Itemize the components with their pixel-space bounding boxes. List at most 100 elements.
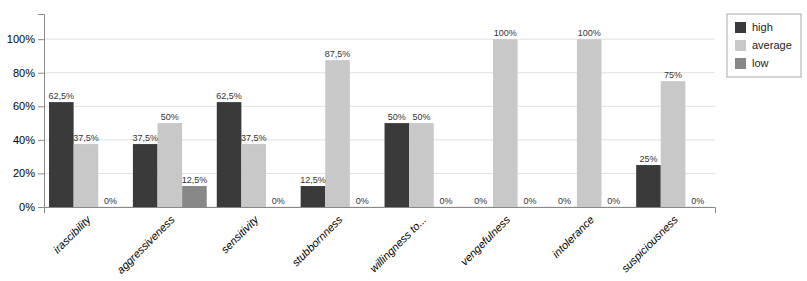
y-tick: 20% <box>13 167 44 179</box>
x-tick-label: stubbornness <box>289 213 345 269</box>
data-label: 0% <box>272 196 285 206</box>
y-tick-mark <box>38 173 44 174</box>
x-tick: vengefulness <box>458 213 513 268</box>
data-label: 0% <box>607 196 620 206</box>
x-tick-label: intolerance <box>550 213 597 260</box>
x-tick: irascibility <box>51 212 94 255</box>
data-label: 37,5% <box>73 133 99 143</box>
y-axis: 0% 20% 40% 60% 80% 100% <box>7 15 45 214</box>
bar <box>468 207 493 208</box>
bar <box>158 123 183 207</box>
data-label: 12,5% <box>182 175 208 185</box>
legend-item: high <box>735 21 773 33</box>
bar <box>518 207 543 208</box>
x-axis: irascibility aggressiveness sensitivity stu… <box>45 208 716 276</box>
y-tick-mark <box>38 207 44 208</box>
bar <box>241 144 266 207</box>
data-label: 50% <box>412 112 430 122</box>
x-tick: sensitivity <box>218 212 261 255</box>
bar <box>434 207 459 208</box>
data-label: 87,5% <box>325 49 351 59</box>
y-tick-mark <box>38 106 44 107</box>
data-label: 0% <box>558 196 571 206</box>
y-tick-mark <box>38 140 44 141</box>
bar <box>182 186 207 207</box>
data-label: 62,5% <box>216 91 242 101</box>
legend-label: low <box>752 57 769 69</box>
x-tick-label: sensitivity <box>218 212 261 255</box>
y-tick: 100% <box>7 33 44 45</box>
data-label: 0% <box>474 196 487 206</box>
y-tick-label: 0% <box>19 201 35 213</box>
y-tick-label: 60% <box>13 100 35 112</box>
y-tick: 80% <box>13 67 44 79</box>
data-label: 0% <box>104 196 117 206</box>
bar <box>133 144 158 207</box>
x-tick: willingness to... <box>367 213 428 274</box>
data-label: 0% <box>523 196 536 206</box>
x-tick-label: suspiciousness <box>619 213 681 275</box>
data-label: 0% <box>356 196 369 206</box>
data-label: 100% <box>578 28 601 38</box>
x-axis-line <box>45 208 716 214</box>
y-tick: 0% <box>19 201 44 213</box>
grid-line <box>44 106 715 107</box>
y-tick-mark <box>38 39 44 40</box>
data-label: 37,5% <box>132 133 158 143</box>
bar <box>661 81 686 207</box>
bar <box>74 144 99 207</box>
data-labels: 62,5% 37,5% 62,5% 12,5% 50% 0% 0% 25% 37,5% 50% 37… <box>49 28 705 206</box>
data-label: 50% <box>161 112 179 122</box>
x-tick-label: aggressiveness <box>114 213 177 276</box>
bar <box>636 165 661 207</box>
data-label: 100% <box>494 28 517 38</box>
data-label: 37,5% <box>241 133 267 143</box>
bar <box>385 123 410 207</box>
legend-swatch <box>735 40 746 51</box>
chart: 0% 20% 40% 60% 80% 100% irascibility aggressive… <box>0 0 807 281</box>
bars <box>49 39 685 207</box>
x-tick-label: vengefulness <box>458 213 513 268</box>
data-label: 12,5% <box>300 175 326 185</box>
x-tick: stubbornness <box>289 213 345 269</box>
data-label: 0% <box>440 196 453 206</box>
y-tick: 60% <box>13 100 44 112</box>
legend-item: average <box>735 39 792 51</box>
bar <box>409 123 434 207</box>
data-label: 75% <box>664 70 682 80</box>
data-label: 0% <box>691 196 704 206</box>
x-tick-label: irascibility <box>51 212 94 255</box>
x-tick-label: willingness to... <box>367 213 428 274</box>
bar <box>552 207 577 208</box>
x-tick: suspiciousness <box>619 213 681 275</box>
grid-line <box>44 72 715 73</box>
data-label: 62,5% <box>49 91 75 101</box>
legend-label: average <box>752 39 792 51</box>
y-tick-label: 20% <box>13 167 35 179</box>
bar <box>98 207 123 208</box>
grid <box>44 39 715 207</box>
bar <box>577 39 602 207</box>
grid-line <box>44 39 715 40</box>
y-tick-label: 40% <box>13 134 35 146</box>
bar <box>685 207 710 208</box>
data-label: 25% <box>639 154 657 164</box>
legend-swatch <box>735 58 746 69</box>
legend-swatch <box>735 22 746 33</box>
legend-label: high <box>752 21 773 33</box>
legend-frame <box>727 14 801 77</box>
bar <box>217 102 242 207</box>
bar <box>266 207 291 208</box>
plot: 0% 20% 40% 60% 80% 100% irascibility aggressive… <box>7 15 716 276</box>
y-tick-label: 100% <box>7 33 35 45</box>
y-tick-label: 80% <box>13 67 35 79</box>
x-tick: intolerance <box>550 213 597 260</box>
bar <box>325 60 350 207</box>
bar <box>350 207 375 208</box>
data-label: 50% <box>388 112 406 122</box>
legend-item: low <box>735 57 769 69</box>
bar <box>301 186 326 207</box>
x-tick: aggressiveness <box>114 213 177 276</box>
legend: high average low <box>727 14 801 77</box>
y-tick-mark <box>38 73 44 74</box>
